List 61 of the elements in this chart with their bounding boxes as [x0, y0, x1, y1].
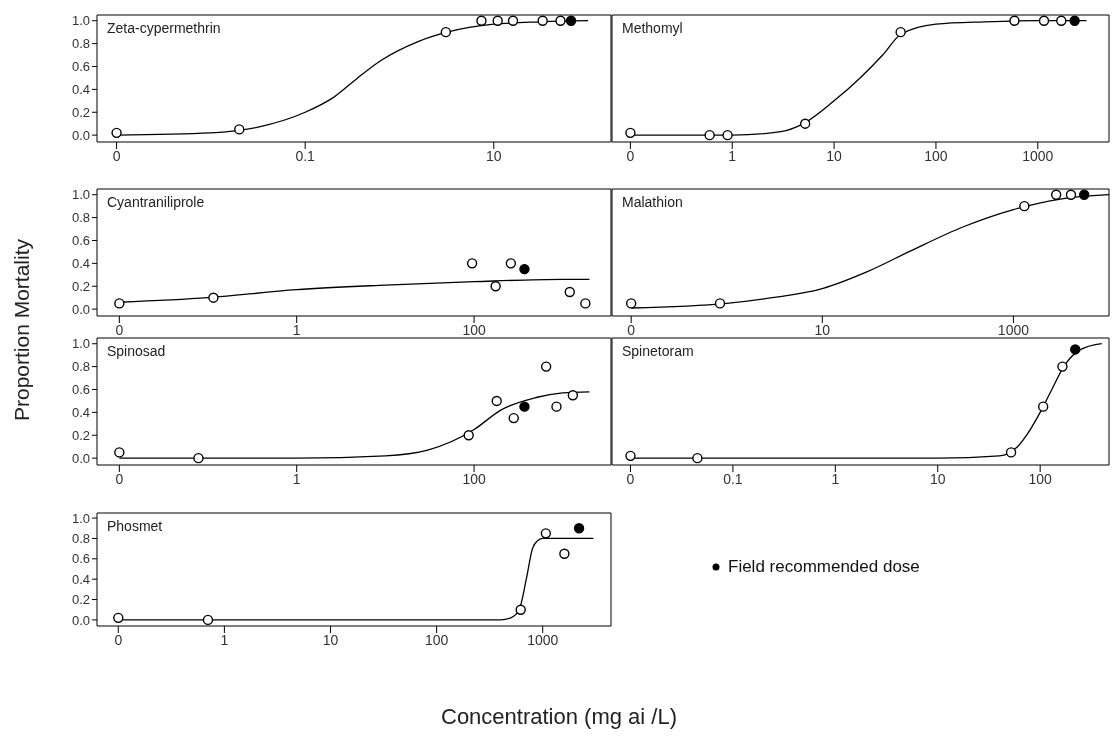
- x-tick-label: 1000: [527, 631, 559, 648]
- y-tick-label: 0.2: [71, 278, 90, 294]
- x-tick-label: 0: [627, 321, 636, 338]
- x-tick-label: 1000: [997, 321, 1030, 338]
- chart-title: Spinosad: [107, 343, 166, 359]
- x-tick-label: 100: [462, 470, 486, 487]
- x-tick-label: 0: [115, 321, 124, 338]
- y-tick-label: 0.2: [71, 592, 90, 608]
- x-tick-label: 10: [826, 147, 843, 164]
- y-tick-label: 0.8: [71, 36, 90, 52]
- y-tick-label: 0.6: [71, 233, 90, 249]
- x-tick-label: 10: [485, 147, 502, 164]
- x-tick-label: 0: [114, 631, 123, 648]
- y-tick-label: 1.0: [71, 13, 90, 29]
- x-tick-label: 100: [424, 631, 449, 648]
- y-tick-label: 0.0: [71, 301, 90, 317]
- x-tick-label: 1000: [1022, 147, 1054, 164]
- y-tick-label: 0.8: [71, 210, 90, 226]
- y-axis-title: Proportion Mortality: [10, 237, 34, 424]
- x-tick-label: 0.1: [723, 470, 743, 487]
- x-tick-label: 0: [626, 470, 635, 487]
- x-axis-title: Concentration (mg ai /L): [440, 704, 678, 730]
- x-tick-label: 10: [814, 321, 831, 338]
- y-tick-label: 0.8: [71, 359, 90, 375]
- chart-title: Phosmet: [107, 518, 163, 534]
- x-tick-label: 0: [626, 147, 635, 164]
- y-tick-label: 0.4: [71, 255, 90, 271]
- y-tick-label: 1.0: [71, 336, 90, 352]
- x-tick-label: 100: [924, 147, 948, 164]
- y-tick-label: 0.6: [71, 551, 90, 567]
- x-tick-label: 0: [115, 470, 124, 487]
- x-tick-label: 1: [831, 470, 840, 487]
- x-tick-label: 1: [292, 470, 301, 487]
- x-tick-label: 0.1: [295, 147, 316, 164]
- y-tick-label: 0.0: [71, 450, 90, 466]
- x-tick-label: 10: [929, 470, 946, 487]
- chart-title: Methomyl: [622, 20, 683, 36]
- x-tick-label: 1: [220, 631, 229, 648]
- y-tick-label: 0.2: [71, 104, 90, 120]
- chart-title: Cyantraniliprole: [107, 194, 205, 210]
- x-tick-label: 1: [292, 321, 301, 338]
- x-tick-label: 100: [462, 321, 486, 338]
- y-tick-label: 0.4: [71, 81, 90, 97]
- y-tick-label: 0.2: [71, 427, 90, 443]
- y-tick-label: 0.4: [71, 404, 90, 420]
- legend-label: Field recommended dose: [728, 557, 920, 577]
- y-tick-label: 1.0: [71, 510, 90, 526]
- chart-title: Zeta-cypermethrin: [107, 20, 221, 36]
- chart-title: Spinetoram: [622, 343, 694, 359]
- x-tick-label: 100: [1028, 470, 1053, 487]
- y-tick-label: 0.6: [71, 382, 90, 398]
- y-tick-label: 1.0: [71, 187, 90, 203]
- x-tick-label: 0: [112, 147, 121, 164]
- y-tick-label: 0.8: [71, 531, 90, 547]
- y-tick-label: 0.0: [71, 127, 90, 143]
- x-tick-label: 10: [322, 631, 339, 648]
- x-tick-label: 1: [728, 147, 737, 164]
- chart-title: Malathion: [622, 194, 683, 210]
- y-tick-label: 0.6: [71, 59, 90, 75]
- y-tick-label: 0.0: [71, 612, 90, 628]
- y-tick-label: 0.4: [71, 571, 90, 587]
